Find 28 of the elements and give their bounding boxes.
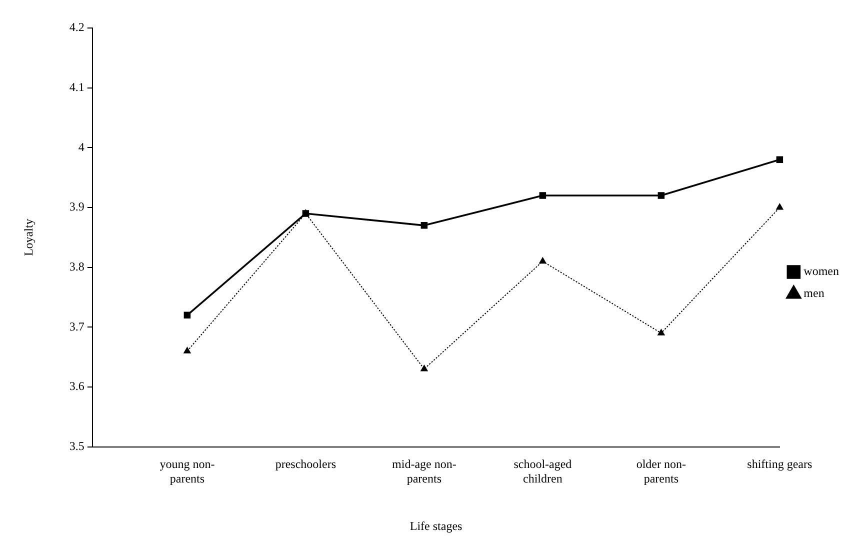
point: [539, 257, 546, 264]
point: [658, 329, 665, 336]
legend-label: men: [804, 286, 824, 300]
y-tick-label: 4.1: [69, 80, 84, 94]
y-tick-label: 3.8: [69, 259, 84, 274]
y-tick-label: 3.5: [69, 438, 84, 453]
point: [776, 203, 784, 210]
y-tick-label: 3.6: [69, 379, 84, 394]
point: [776, 156, 784, 163]
x-tick-label: school-aged children: [514, 457, 572, 486]
y-tick-label: 3.9: [69, 200, 84, 214]
y-tick-label: 4.2: [69, 20, 84, 34]
x-axis-title: Life stages: [410, 518, 463, 533]
x-tick-label: young non-parents: [160, 457, 215, 486]
x-tick-label: mid-age non-parents: [392, 457, 456, 486]
point: [539, 192, 546, 199]
x-tick-label: preschoolers: [275, 457, 336, 472]
y-axis-title: Loyalty: [21, 218, 36, 256]
point: [184, 312, 191, 319]
y-tick-label: 3.7: [69, 319, 84, 334]
point: [658, 192, 665, 199]
legend-label: women: [804, 264, 839, 278]
x-tick-label: older non-parents: [636, 457, 686, 486]
point: [184, 347, 191, 354]
x-tick-label: shifting gears: [747, 457, 812, 472]
point: [420, 365, 428, 372]
point: [420, 222, 428, 229]
y-tick-label: 4: [78, 140, 84, 154]
